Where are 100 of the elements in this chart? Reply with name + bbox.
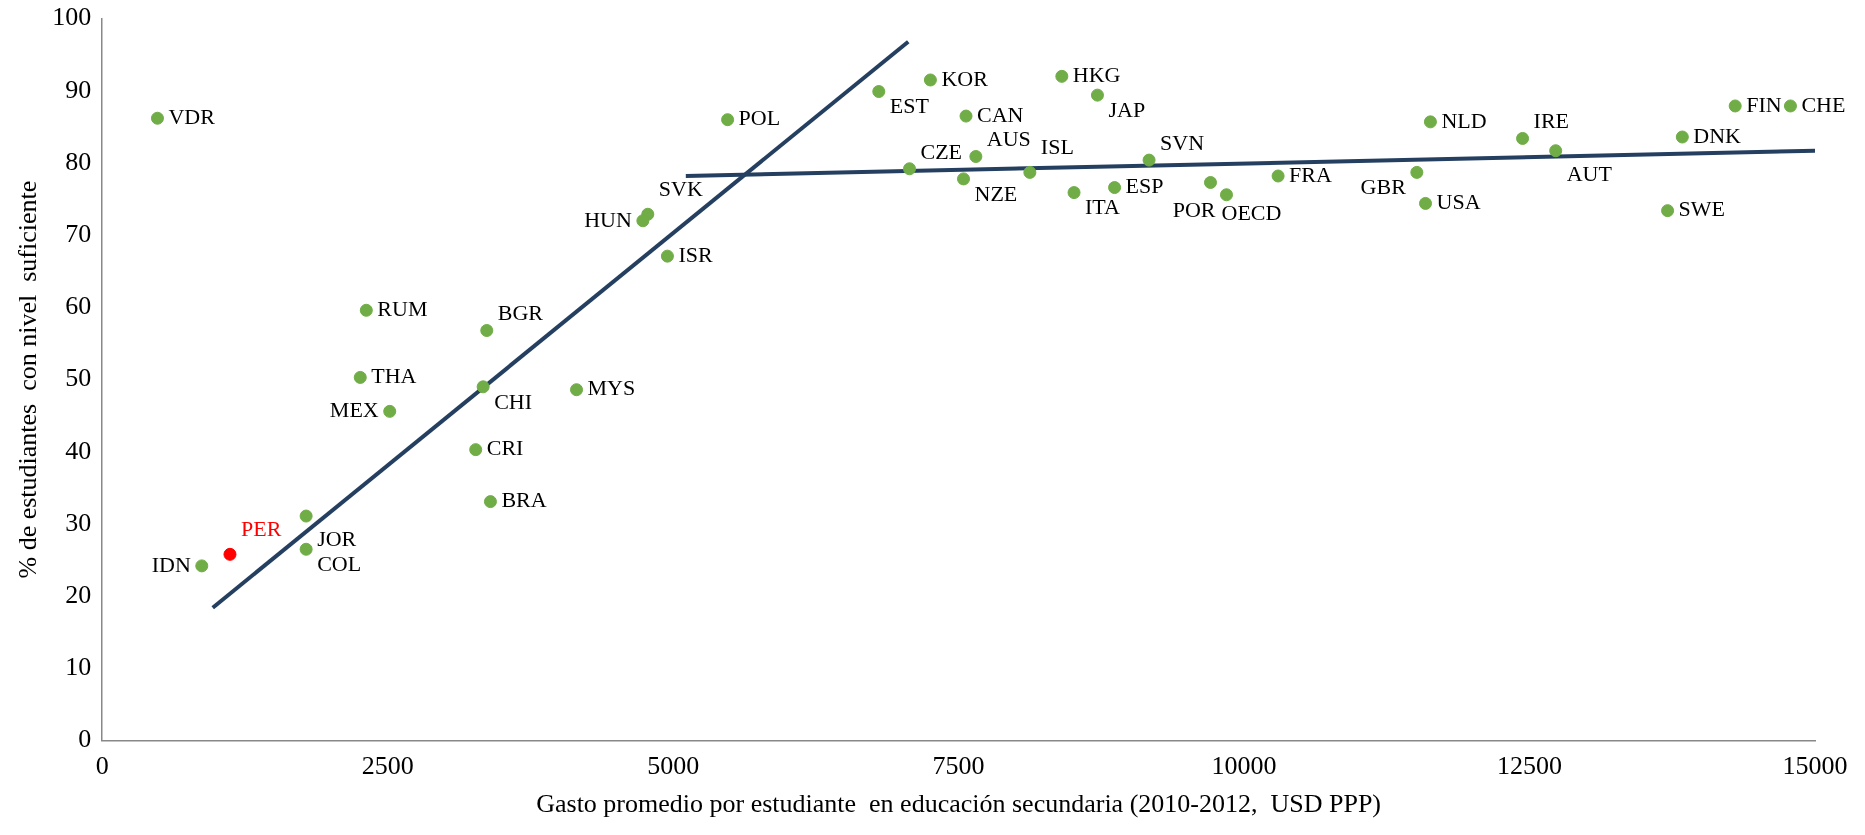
point — [299, 509, 313, 523]
point — [721, 113, 735, 127]
point — [1410, 165, 1424, 179]
annotation: FIN — [1746, 91, 1782, 117]
point — [150, 111, 164, 125]
point — [480, 324, 494, 337]
point — [359, 303, 373, 317]
point — [1783, 99, 1797, 113]
point — [872, 85, 886, 99]
point — [1055, 69, 1069, 83]
x-tick-label: 12500 — [1497, 751, 1563, 781]
annotation: AUT — [1566, 160, 1613, 186]
annotation: CRI — [486, 435, 524, 461]
annotation: SWE — [1678, 196, 1726, 222]
annotation: ISL — [1040, 134, 1074, 160]
point — [1423, 115, 1437, 129]
x-tick-label: 15000 — [1782, 751, 1848, 781]
annotation: JAP — [1108, 96, 1146, 122]
point — [483, 495, 497, 509]
x-tick-label: 2500 — [361, 751, 414, 781]
annotation: ESP — [1125, 173, 1164, 199]
point — [1516, 131, 1530, 145]
point — [1142, 153, 1156, 167]
annotation: HKG — [1072, 62, 1121, 88]
annotation: COL — [317, 551, 362, 577]
point — [1728, 99, 1742, 113]
annotation: GBR — [1360, 174, 1407, 200]
point — [1067, 186, 1081, 200]
point — [1271, 169, 1285, 183]
annotation: JOR — [317, 525, 357, 551]
point — [469, 443, 483, 457]
y-tick-label: 0 — [78, 724, 92, 754]
annotation: RUM — [377, 296, 428, 322]
point — [1549, 144, 1563, 158]
y-tick-label: 50 — [65, 363, 92, 393]
annotation: IDN — [151, 551, 191, 577]
annotation: BGR — [497, 300, 544, 326]
x-tick-label: 7500 — [932, 751, 985, 781]
point — [223, 547, 237, 561]
point — [1675, 130, 1689, 144]
annotation: USA — [1436, 189, 1481, 215]
annotation: ISR — [678, 241, 713, 267]
annotation: VDR — [168, 104, 216, 130]
point — [1204, 175, 1217, 189]
y-tick-label: 80 — [65, 146, 92, 176]
annotation: MYS — [587, 375, 636, 401]
annotation: POR — [1172, 196, 1216, 222]
annotation: IRE — [1533, 108, 1570, 134]
y-tick-label: 70 — [65, 219, 92, 249]
point — [299, 542, 313, 556]
point — [957, 172, 971, 186]
point — [660, 249, 674, 263]
annotation: THA — [371, 363, 417, 389]
annotation: DNK — [1693, 122, 1742, 148]
point — [636, 214, 650, 228]
annotation: SVN — [1160, 129, 1205, 155]
annotation: POL — [738, 105, 781, 131]
annotation: BRA — [501, 487, 547, 513]
x-tick-label: 10000 — [1211, 751, 1277, 781]
annotation: MEX — [329, 397, 379, 423]
x-axis-title: Gasto promedio por estudiante en educación secundaria (2010-2012, USD PPP) — [536, 789, 1382, 819]
point — [1419, 196, 1433, 210]
point — [476, 380, 490, 394]
y-tick-label: 60 — [65, 291, 92, 321]
point — [570, 383, 584, 397]
annotation: SVK — [658, 176, 703, 202]
y-tick-label: 100 — [52, 2, 92, 32]
y-tick-label: 30 — [65, 507, 92, 537]
point — [353, 370, 367, 384]
x-tick-label: 5000 — [647, 751, 700, 781]
annotation: CAN — [977, 101, 1024, 127]
annotation: CZE — [920, 138, 963, 164]
y-axis-title: % de estudiantes con nivel suficiente — [13, 180, 43, 579]
annotation: CHE — [1801, 91, 1846, 117]
point — [1023, 165, 1037, 179]
annotation: EST — [889, 93, 930, 119]
point — [903, 162, 916, 176]
y-tick-label: 90 — [65, 74, 92, 104]
annotation: KOR — [941, 65, 989, 91]
point — [923, 73, 937, 87]
annotation: ITA — [1085, 194, 1121, 220]
annotation: HUN — [584, 206, 632, 232]
point — [195, 559, 209, 573]
point — [1219, 188, 1233, 202]
y-tick-label: 20 — [65, 580, 92, 610]
annotation: FRA — [1289, 161, 1332, 187]
point — [1661, 204, 1675, 218]
point — [969, 150, 983, 163]
point — [1108, 181, 1122, 195]
annotation: NLD — [1441, 107, 1487, 133]
y-tick-label: 40 — [65, 435, 92, 465]
annotation: NZE — [974, 180, 1018, 206]
y-tick-label: 10 — [65, 652, 92, 682]
point — [1090, 88, 1104, 102]
annotation: AUS — [986, 126, 1031, 152]
point — [959, 109, 973, 123]
point — [383, 404, 397, 418]
annotation: CHI — [494, 388, 533, 414]
annotation: PER — [240, 516, 282, 542]
annotation: OECD — [1221, 200, 1282, 226]
